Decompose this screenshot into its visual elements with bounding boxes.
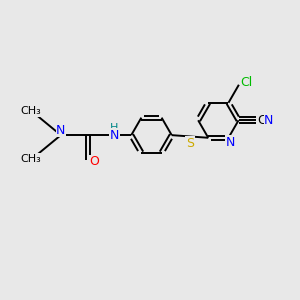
Text: N: N	[56, 124, 65, 136]
Text: Cl: Cl	[240, 76, 252, 89]
Text: CH₃: CH₃	[21, 106, 41, 116]
Text: H: H	[110, 123, 118, 133]
Text: C: C	[257, 114, 266, 127]
Text: N: N	[264, 114, 274, 127]
Text: O: O	[89, 155, 99, 168]
Text: N: N	[225, 136, 235, 149]
Text: N: N	[110, 129, 119, 142]
Text: S: S	[186, 137, 194, 150]
Text: CH₃: CH₃	[21, 154, 41, 164]
